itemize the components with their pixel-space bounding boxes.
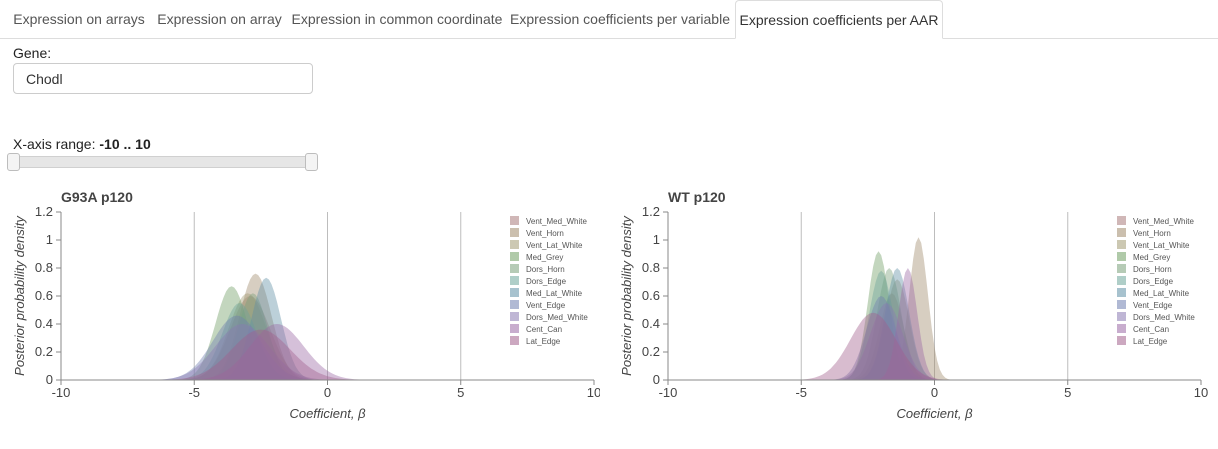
x-axis-range-slider[interactable]	[13, 156, 313, 168]
y-tick-label: 0.8	[642, 260, 660, 275]
legend-label: Dors_Edge	[526, 277, 567, 286]
tab-expression-coefficients-per-aar[interactable]: Expression coefficients per AAR	[735, 0, 943, 39]
legend-label: Cent_Can	[1133, 325, 1169, 334]
slider-handle-min[interactable]	[7, 153, 20, 171]
legend-label: Vent_Med_White	[1133, 217, 1194, 226]
legend-label: Vent_Edge	[1133, 301, 1173, 310]
density-area-vent-horn	[668, 237, 1201, 380]
legend-swatch	[1117, 336, 1126, 345]
x-tick-label: -10	[52, 385, 71, 400]
x-axis-title: Coefficient, β	[896, 406, 973, 421]
density-areas	[668, 237, 1201, 380]
legend-swatch	[1117, 252, 1126, 261]
legend-label: Lat_Edge	[526, 337, 561, 346]
y-tick-label: 0.4	[35, 316, 53, 331]
y-tick-label: 0	[653, 372, 660, 387]
x-tick-label: -5	[188, 385, 200, 400]
legend-swatch	[510, 228, 519, 237]
legend-swatch	[510, 324, 519, 333]
range-label-text: X-axis range:	[13, 136, 96, 152]
legend-label: Med_Lat_White	[1133, 289, 1190, 298]
tab-bar: Expression on arrays Expression on array…	[0, 0, 1218, 39]
legend-label: Dors_Med_White	[1133, 313, 1195, 322]
legend-swatch	[510, 336, 519, 345]
legend-label: Vent_Edge	[526, 301, 566, 310]
legend-label: Vent_Lat_White	[1133, 241, 1190, 250]
legend-label: Vent_Med_White	[526, 217, 587, 226]
legend-swatch	[510, 240, 519, 249]
y-axis-title: Posterior probability density	[619, 215, 634, 376]
legend-label: Cent_Can	[526, 325, 562, 334]
y-tick-label: 0.2	[35, 344, 53, 359]
legend-swatch	[510, 216, 519, 225]
legend-swatch	[1117, 288, 1126, 297]
x-tick-label: 10	[1194, 385, 1208, 400]
chart-title: WT p120	[668, 189, 726, 205]
y-tick-label: 1	[653, 232, 660, 247]
legend-swatch	[1117, 276, 1126, 285]
gene-input[interactable]	[13, 63, 313, 94]
legend-swatch	[510, 288, 519, 297]
legend-label: Dors_Edge	[1133, 277, 1174, 286]
chart-wt-p120: WT p120 0 0.2 0.4 0.6 0.8 1 1.2 -10 -5 0 5 10 Coeffic…	[619, 189, 1208, 421]
x-axis-range-label: X-axis range: -10 .. 10	[13, 136, 151, 152]
y-tick-label: 1.2	[642, 204, 660, 219]
x-tick-label: 0	[931, 385, 938, 400]
legend-label: Med_Lat_White	[526, 289, 583, 298]
legend: Vent_Med_White Vent_Horn Vent_Lat_White Med…	[510, 216, 588, 346]
x-tick-label: -10	[659, 385, 678, 400]
y-tick-label: 0.8	[35, 260, 53, 275]
x-tick-label: -5	[795, 385, 807, 400]
legend-swatch	[1117, 264, 1126, 273]
legend-swatch	[510, 264, 519, 273]
y-tick-label: 1.2	[35, 204, 53, 219]
legend-label: Dors_Horn	[1133, 265, 1172, 274]
y-tick-label: 0.2	[642, 344, 660, 359]
legend-label: Vent_Lat_White	[526, 241, 583, 250]
slider-handle-max[interactable]	[305, 153, 318, 171]
x-axis-title: Coefficient, β	[289, 406, 366, 421]
gene-label: Gene:	[13, 45, 52, 61]
x-tick-label: 0	[324, 385, 331, 400]
legend-swatch	[1117, 228, 1126, 237]
legend-swatch	[1117, 324, 1126, 333]
legend-label: Vent_Horn	[1133, 229, 1171, 238]
legend-label: Vent_Horn	[526, 229, 564, 238]
x-tick-label: 5	[1064, 385, 1071, 400]
legend-label: Dors_Med_White	[526, 313, 588, 322]
y-tick-label: 0	[46, 372, 53, 387]
legend-label: Dors_Horn	[526, 265, 565, 274]
legend: Vent_Med_White Vent_Horn Vent_Lat_White Med…	[1117, 216, 1195, 346]
chart-title: G93A p120	[61, 189, 133, 205]
y-axis-title: Posterior probability density	[12, 215, 27, 376]
tab-expression-on-arrays[interactable]: Expression on arrays	[13, 11, 145, 27]
legend-label: Lat_Edge	[1133, 337, 1168, 346]
tab-expression-coefficients-per-variable[interactable]: Expression coefficients per variable	[510, 11, 730, 27]
range-value: -10 .. 10	[99, 136, 151, 152]
y-tick-label: 0.6	[642, 288, 660, 303]
y-tick-label: 0.4	[642, 316, 660, 331]
legend-swatch	[510, 252, 519, 261]
legend-swatch	[510, 300, 519, 309]
legend-label: Med_Grey	[526, 253, 563, 262]
legend-swatch	[510, 276, 519, 285]
legend-swatch	[1117, 300, 1126, 309]
legend-label: Med_Grey	[1133, 253, 1170, 262]
tab-expression-on-array[interactable]: Expression on array	[157, 11, 282, 27]
legend-swatch	[1117, 312, 1126, 321]
tab-expression-common-coordinate[interactable]: Expression in common coordinate	[291, 11, 503, 27]
chart-g93a-p120: G93A p120 0 0.2 0.4 0.6 0.8 1 1.2 -10 -5 0 5 10 Coeff…	[12, 189, 600, 421]
y-tick-label: 0.6	[35, 288, 53, 303]
legend-swatch	[510, 312, 519, 321]
legend-swatch	[1117, 240, 1126, 249]
x-tick-label: 10	[587, 385, 600, 400]
x-tick-label: 5	[457, 385, 464, 400]
y-tick-label: 1	[46, 232, 53, 247]
legend-swatch	[1117, 216, 1126, 225]
